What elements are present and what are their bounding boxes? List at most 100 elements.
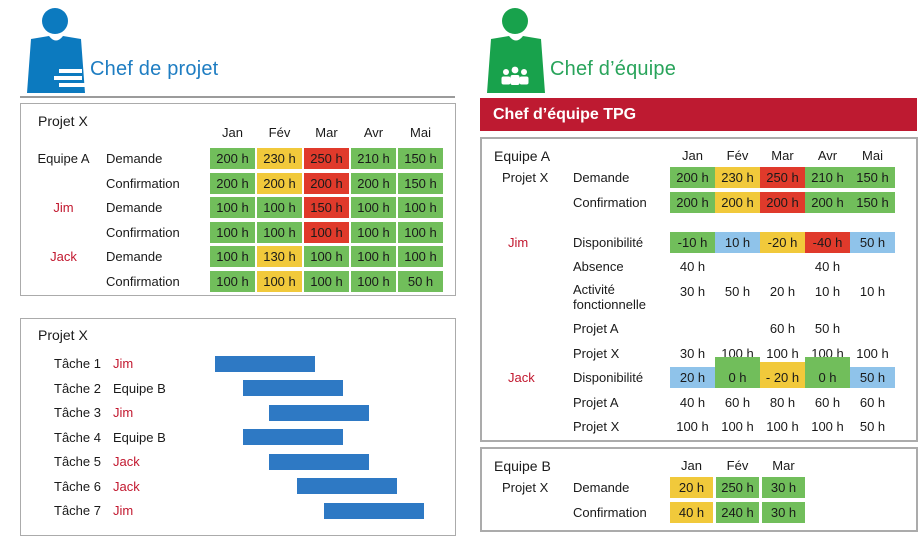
value-text: 30 h — [679, 283, 706, 299]
value-cell: 210 h — [805, 167, 850, 188]
table-row: Projet X Demande 20 h 250 h 30 h — [482, 477, 916, 498]
assignee-label: Jim — [113, 405, 134, 420]
task-label: Tâche 3 — [54, 405, 101, 420]
month-header: Fév — [268, 125, 291, 140]
row-label: Absence — [573, 259, 624, 274]
value-cell: 100 h — [398, 197, 443, 218]
value-cell: 100 h — [210, 270, 255, 292]
value-text: 100 h — [766, 419, 799, 434]
row-cells: 30 h 100 h 100 h 100 h 100 h — [670, 343, 895, 364]
row-label: Activité fonctionnelle — [573, 281, 646, 312]
value-cell: 30 h — [762, 501, 805, 523]
value-text: 100 h — [811, 419, 844, 434]
gantt-bar-area — [199, 353, 455, 374]
list-lines-glyph — [59, 69, 82, 73]
value-cell: 50 h — [850, 231, 895, 253]
row-label: Confirmation — [106, 273, 180, 289]
month-header: Fév — [726, 458, 749, 473]
value-cell: 100 h — [398, 221, 443, 243]
row-label: Projet X — [573, 419, 620, 434]
month-header: Mar — [771, 148, 794, 163]
gantt-bar — [243, 380, 343, 396]
value-cell: 200 h — [805, 191, 850, 213]
value-cell: 40 h — [670, 501, 713, 523]
value-cell: 200 h — [760, 191, 805, 213]
value-cell: 150 h — [850, 167, 895, 188]
value-cell: 20 h — [670, 477, 713, 498]
table-row: Confirmation 200 h 200 h 200 h 200 h 150 h — [482, 191, 916, 213]
row-label: Disponibilité — [573, 370, 644, 385]
gantt-bar — [269, 404, 369, 421]
value-cell: 230 h — [257, 148, 302, 169]
row-label: Demande — [573, 480, 630, 495]
table-row: Activité fonctionnelle 30 h 50 h 20 h 10 h 10… — [482, 281, 916, 315]
task-label: Tâche 1 — [54, 356, 101, 371]
gantt-rows: Tâche 1 Jim Tâche 2 Equipe B Tâche 3 Jim Tâche… — [21, 353, 455, 521]
gantt-bar-area — [199, 451, 455, 472]
month-header-row: Jan Fév Mar Avr Mai — [210, 125, 445, 141]
team-leader-title: Chef d’équipe — [550, 58, 677, 80]
team-b-header-row: Equipe B Jan Fév Mar — [482, 455, 916, 477]
month-header-row: Jan Fév Mar — [670, 458, 808, 474]
row-label: Confirmation — [573, 194, 647, 210]
team-name: Equipe A — [494, 148, 551, 164]
team-a-panel: Equipe A Jan Fév Mar Avr Mai Projet X Demande… — [480, 137, 918, 442]
value-cell: 100 h — [210, 221, 255, 243]
task-label: Tâche 5 — [54, 454, 101, 469]
value-cell: 100 h — [210, 246, 255, 267]
value-text: 60 h — [769, 321, 796, 336]
value-text: 80 h — [769, 394, 796, 410]
table-row: Confirmation 100 h 100 h 100 h 100 h 50 h — [21, 270, 455, 292]
row-cells: 100 h 100 h 150 h 100 h 100 h — [210, 197, 445, 218]
value-cell: 230 h — [715, 167, 760, 188]
value-cell: 100 h — [257, 221, 302, 243]
row-label: Demande — [573, 170, 630, 185]
value-cell: 100 h — [210, 197, 255, 218]
row-label: Demande — [106, 151, 163, 166]
value-text: 40 h — [679, 394, 706, 410]
value-cell: 20 h — [670, 367, 715, 388]
table-header-row: Projet X Jan Fév Mar Avr Mai — [21, 113, 455, 141]
value-text: 50 h — [859, 419, 886, 434]
gantt-row: Tâche 5 Jack — [21, 451, 455, 472]
row-label: Demande — [106, 249, 163, 264]
month-header: Jan — [682, 148, 703, 163]
value-cell: 250 h — [716, 477, 759, 498]
value-cell: 100 h — [257, 197, 302, 218]
value-cell: 200 h — [304, 172, 349, 194]
row-cells: 200 h 230 h 250 h 210 h 150 h — [210, 148, 445, 169]
row-cells: 30 h 50 h 20 h 10 h 10 h — [670, 281, 895, 315]
value-text: 40 h — [679, 259, 706, 274]
row-group-label: Projet X — [502, 170, 549, 185]
row-group-label: Jim — [53, 200, 74, 215]
value-text: 40 h — [814, 259, 841, 274]
team-name: Equipe B — [494, 458, 551, 474]
gantt-title: Projet X — [38, 327, 88, 343]
row-cells: 100 h 100 h 100 h 100 h 100 h — [210, 221, 445, 243]
row-group-label: Jack — [508, 370, 535, 385]
gantt-bar-area — [199, 378, 455, 399]
value-cell: 150 h — [398, 148, 443, 169]
value-text: 100 h — [721, 345, 754, 361]
value-cell: 100 h — [257, 270, 302, 292]
row-label: Projet X — [573, 345, 620, 361]
allocation-rows: Equipe A Demande 200 h 230 h 250 h 210 h 150 h… — [21, 148, 455, 292]
value-text: 60 h — [724, 394, 751, 410]
team-b-rows: Projet X Demande 20 h 250 h 30 h Confirmation… — [482, 477, 916, 523]
value-cell: 50 h — [398, 270, 443, 292]
team-leader-icon — [487, 8, 545, 93]
task-label: Tâche 2 — [54, 380, 101, 396]
assignee-label: Equipe B — [113, 380, 166, 396]
row-cells: 40 h 240 h 30 h — [670, 501, 808, 523]
month-header: Jan — [222, 125, 243, 140]
gantt-row: Tâche 3 Jim — [21, 402, 455, 423]
assignee-label: Jack — [113, 478, 140, 494]
team-a-rows: Projet X Demande 200 h 230 h 250 h 210 h 150 h… — [482, 167, 916, 437]
value-cell: 100 h — [351, 246, 396, 267]
value-cell: 210 h — [351, 148, 396, 169]
row-cells: 100 h 100 h 100 h 100 h 50 h — [670, 416, 895, 437]
value-text — [715, 256, 760, 277]
value-cell: 200 h — [257, 172, 302, 194]
table-row: Projet A 40 h 60 h 80 h 60 h 60 h — [482, 392, 916, 413]
